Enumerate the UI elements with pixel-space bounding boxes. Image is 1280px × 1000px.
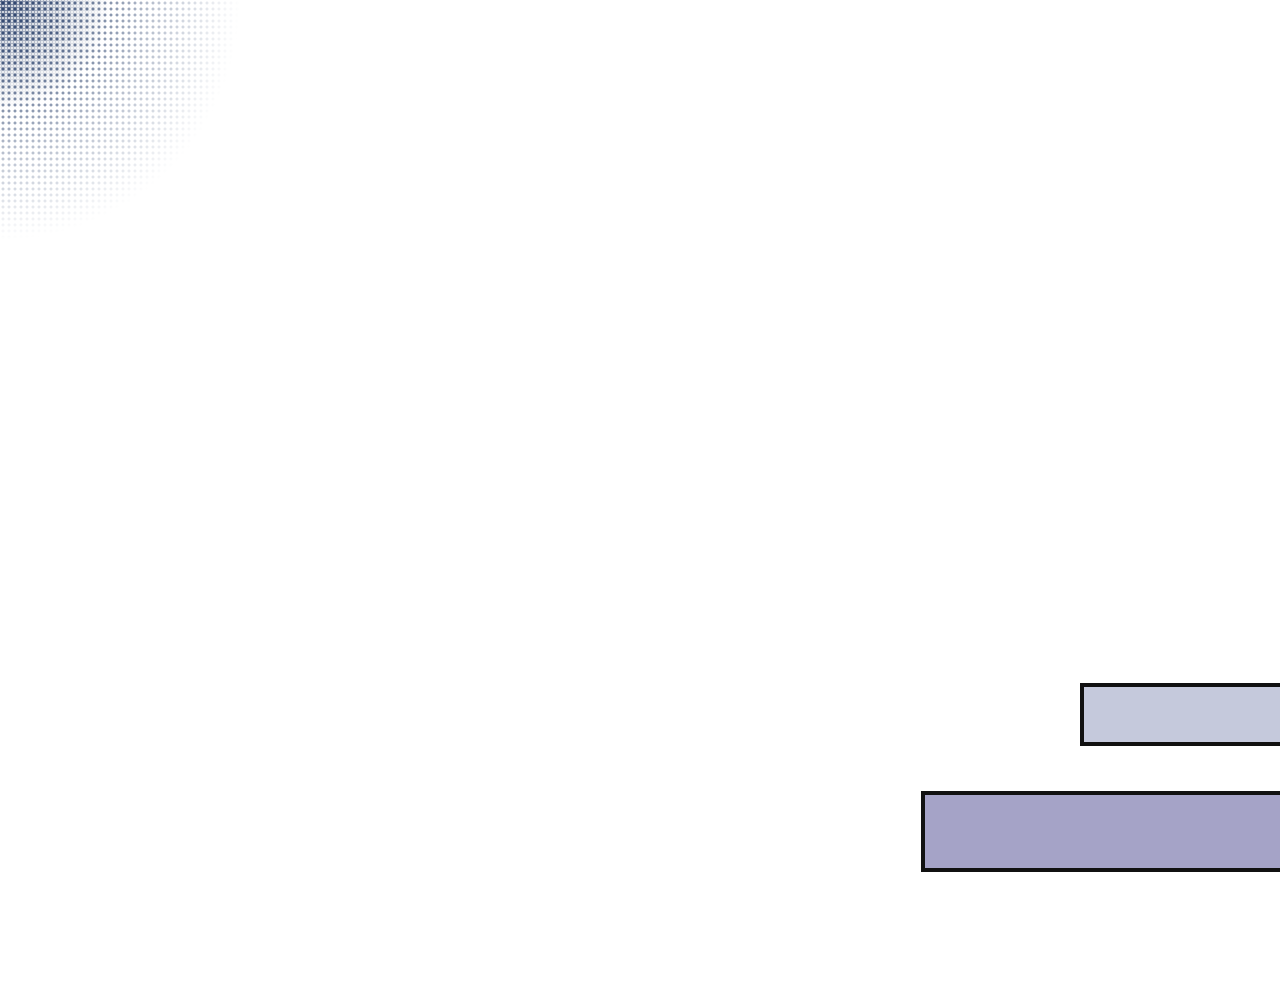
light-lavender-bar xyxy=(1080,683,1280,746)
lavender-bar xyxy=(921,791,1280,872)
halftone-pattern-dense-decoration xyxy=(0,0,180,180)
